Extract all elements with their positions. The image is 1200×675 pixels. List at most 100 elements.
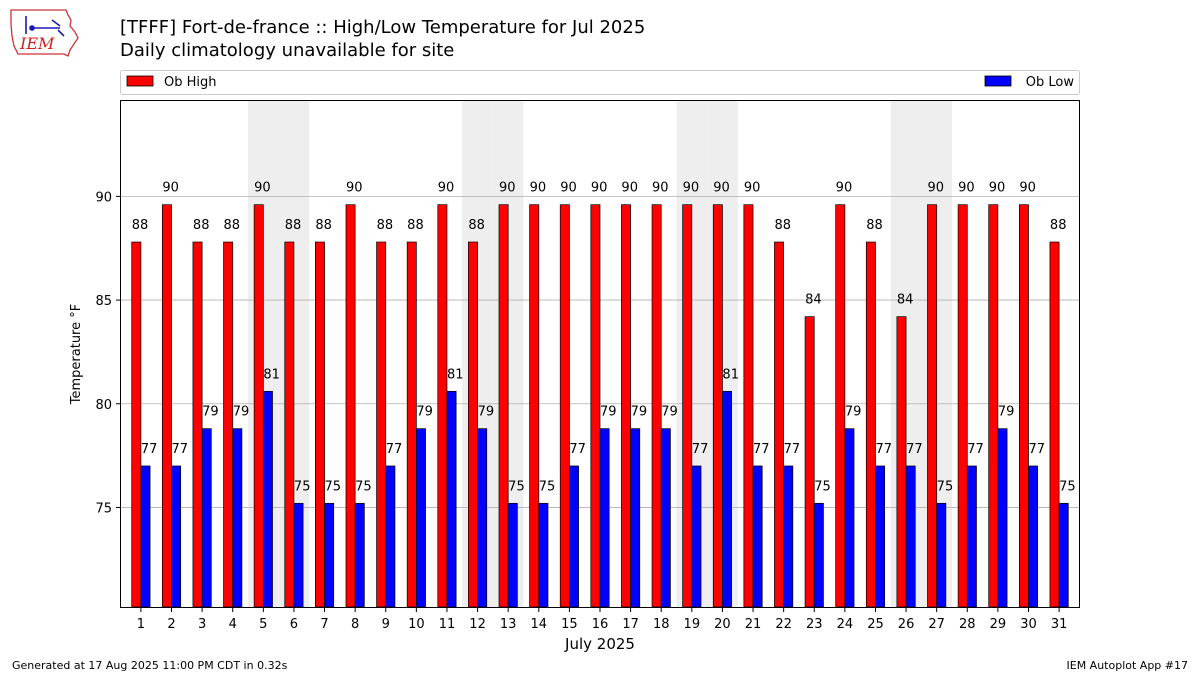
bar-ob-low — [966, 465, 977, 608]
data-label-ob-high: 90 — [744, 181, 761, 196]
data-label-ob-high: 90 — [346, 181, 363, 196]
bar-ob-low — [171, 465, 182, 608]
bar-ob-high — [315, 241, 325, 608]
data-label-ob-low: 79 — [478, 405, 495, 420]
data-label-ob-high: 90 — [1019, 181, 1036, 196]
bar-ob-high — [1049, 241, 1060, 608]
data-label-ob-high: 90 — [254, 181, 271, 196]
bar-ob-high — [345, 204, 356, 608]
bar-ob-high — [712, 204, 723, 608]
app-footer: IEM Autoplot App #17 — [1066, 659, 1189, 672]
legend: Ob High Ob Low — [120, 70, 1080, 95]
x-tick-label: 31 — [1051, 617, 1068, 632]
bar-ob-high — [376, 241, 387, 608]
bar-ob-high — [682, 204, 693, 608]
data-label-ob-high: 90 — [836, 181, 853, 196]
x-tick-label: 12 — [469, 617, 486, 632]
bar-ob-low — [722, 390, 732, 608]
bar-ob-low — [660, 428, 671, 608]
x-tick-label: 27 — [928, 617, 945, 632]
x-tick-label: 20 — [714, 617, 731, 632]
x-tick-label: 29 — [990, 617, 1007, 632]
data-label-ob-high: 88 — [224, 218, 241, 233]
bar-ob-low — [691, 465, 702, 608]
x-tick-label: 2 — [167, 617, 175, 632]
bar-ob-high — [835, 204, 846, 608]
data-label-ob-low: 79 — [661, 405, 678, 420]
data-label-ob-low: 79 — [202, 405, 219, 420]
bar-ob-low — [569, 465, 579, 608]
x-tick-label: 6 — [290, 617, 298, 632]
data-label-ob-high: 88 — [407, 218, 424, 233]
bar-ob-low — [783, 465, 794, 608]
bar-ob-low — [936, 502, 947, 608]
bar-ob-low — [1028, 465, 1039, 608]
bar-ob-low — [262, 390, 273, 608]
legend-label-ob-high: Ob High — [164, 75, 217, 90]
bar-ob-high — [651, 204, 662, 608]
data-label-ob-high: 88 — [285, 218, 302, 233]
legend-label-ob-low: Ob Low — [1026, 75, 1075, 90]
y-tick-label: 90 — [95, 190, 112, 205]
data-label-ob-high: 88 — [315, 218, 332, 233]
x-tick-label: 22 — [775, 617, 792, 632]
bar-ob-low — [385, 465, 396, 608]
bar-ob-high — [957, 204, 968, 608]
bar-ob-low — [905, 465, 916, 608]
data-label-ob-low: 75 — [325, 479, 342, 494]
y-tick-label: 80 — [95, 398, 112, 413]
x-tick-label: 7 — [320, 617, 328, 632]
bar-ob-low — [293, 502, 304, 608]
bar-ob-high — [437, 204, 448, 608]
x-tick-label: 8 — [351, 617, 359, 632]
data-label-ob-low: 75 — [1059, 479, 1076, 494]
bar-ob-low — [446, 390, 457, 608]
bar-ob-low — [1058, 502, 1069, 608]
data-label-ob-low: 79 — [631, 405, 648, 420]
bar-ob-low — [232, 428, 243, 608]
legend-frame — [120, 70, 1080, 95]
legend-swatch-ob-low — [984, 75, 1012, 87]
data-label-ob-high: 90 — [162, 181, 179, 196]
data-label-ob-low: 77 — [172, 442, 189, 457]
bar-ob-high — [253, 204, 264, 608]
x-tick-label: 26 — [898, 617, 915, 632]
iem-logo: IEM — [10, 9, 79, 57]
x-axis-label: July 2025 — [564, 635, 635, 653]
data-label-ob-low: 77 — [967, 442, 984, 457]
bar-ob-low — [538, 502, 549, 608]
data-label-ob-high: 88 — [132, 218, 149, 233]
x-tick-label: 23 — [806, 617, 823, 632]
data-label-ob-high: 84 — [805, 293, 822, 308]
bar-ob-high — [468, 241, 478, 608]
weather-station-icon — [25, 16, 65, 37]
data-label-ob-high: 90 — [683, 181, 700, 196]
data-label-ob-low: 77 — [906, 442, 923, 457]
bar-ob-low — [416, 428, 426, 608]
data-label-ob-high: 90 — [621, 181, 638, 196]
logo-text: IEM — [19, 34, 55, 53]
bar-ob-high — [131, 241, 142, 608]
x-tick-label: 18 — [653, 617, 670, 632]
bar-ob-high — [559, 204, 570, 608]
data-label-ob-low: 75 — [294, 479, 311, 494]
bar-ob-high — [621, 204, 631, 608]
data-label-ob-high: 90 — [438, 181, 455, 196]
legend-swatch-ob-high — [126, 75, 154, 87]
data-label-ob-low: 79 — [233, 405, 250, 420]
bar-ob-low — [140, 465, 151, 608]
data-label-ob-low: 77 — [569, 442, 586, 457]
data-label-ob-high: 88 — [774, 218, 791, 233]
bar-ob-high — [865, 241, 876, 608]
x-tick-label: 13 — [500, 617, 517, 632]
x-tick-label: 4 — [229, 617, 237, 632]
bar-ob-high — [896, 316, 907, 608]
data-label-ob-high: 90 — [713, 181, 730, 196]
bar-ob-low — [507, 502, 518, 608]
bar-ob-high — [590, 204, 601, 608]
bar-ob-low — [599, 428, 610, 608]
bar-ob-high — [223, 241, 234, 608]
data-label-ob-low: 79 — [998, 405, 1015, 420]
bar-ob-high — [927, 204, 938, 608]
data-label-ob-low: 81 — [447, 367, 464, 382]
